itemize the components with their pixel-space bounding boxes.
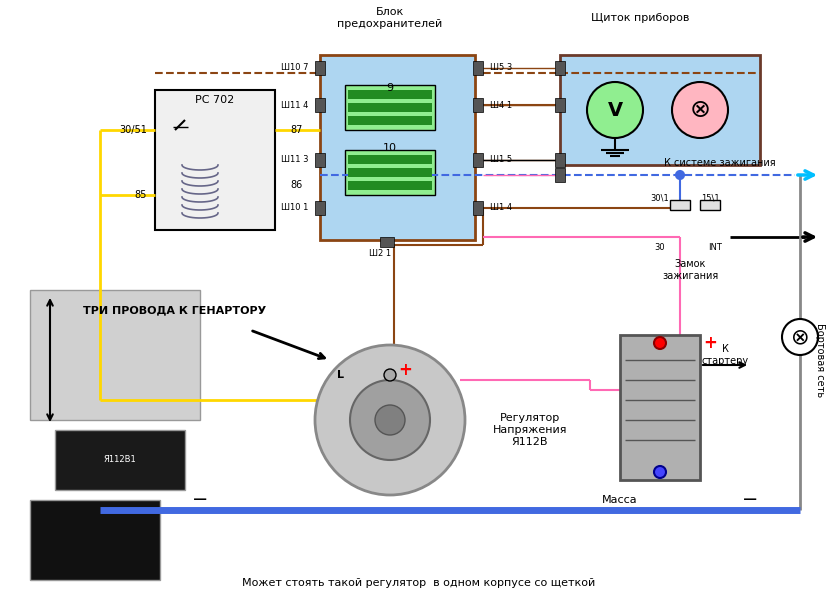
Text: Ш1 5: Ш1 5 <box>490 155 512 165</box>
Text: +: + <box>703 334 717 352</box>
Bar <box>473 98 483 112</box>
Bar <box>155 90 275 230</box>
Bar <box>315 153 325 167</box>
Bar <box>315 61 325 75</box>
Text: 9: 9 <box>386 83 394 93</box>
Bar <box>315 201 325 215</box>
Circle shape <box>654 466 666 478</box>
Bar <box>348 155 432 164</box>
Text: Бортовая сеть: Бортовая сеть <box>815 323 825 397</box>
Bar <box>348 168 432 177</box>
Text: ⊗: ⊗ <box>791 327 810 347</box>
Bar <box>30 290 200 420</box>
Text: К
стартеру: К стартеру <box>701 344 748 366</box>
Text: 30/51: 30/51 <box>119 125 147 135</box>
Text: Блок
предохранителей: Блок предохранителей <box>338 7 442 29</box>
Text: L: L <box>337 370 344 380</box>
Text: 30\1: 30\1 <box>650 193 670 202</box>
Text: Ш11 4: Ш11 4 <box>281 100 308 109</box>
Bar <box>473 201 483 215</box>
Bar <box>555 153 565 167</box>
Text: INT: INT <box>708 244 722 253</box>
Bar <box>348 103 432 112</box>
Text: Ш10 7: Ш10 7 <box>281 63 308 72</box>
Bar <box>620 335 700 480</box>
Bar <box>345 150 435 195</box>
Text: Ш10 1: Ш10 1 <box>281 204 308 213</box>
Bar <box>348 90 432 99</box>
Bar <box>315 98 325 112</box>
Bar <box>555 98 565 112</box>
Bar <box>30 500 160 580</box>
Text: Щиток приборов: Щиток приборов <box>591 13 689 23</box>
Text: 30: 30 <box>654 244 665 253</box>
Text: Ш1 4: Ш1 4 <box>490 204 512 213</box>
Text: ТРИ ПРОВОДА К ГЕНАРТОРУ: ТРИ ПРОВОДА К ГЕНАРТОРУ <box>83 305 266 315</box>
Bar <box>555 168 565 182</box>
Text: +: + <box>398 361 412 379</box>
Text: 86: 86 <box>290 180 303 190</box>
Text: Я112В1: Я112В1 <box>104 456 137 464</box>
Bar <box>55 430 185 490</box>
Text: Может стоять такой регулятор  в одном корпусе со щеткой: Может стоять такой регулятор в одном кор… <box>242 578 596 588</box>
Bar <box>670 200 690 210</box>
Text: Ш2 1: Ш2 1 <box>369 248 391 257</box>
Text: −: − <box>192 491 208 509</box>
Circle shape <box>350 380 430 460</box>
Bar <box>348 181 432 190</box>
Bar <box>380 237 394 247</box>
Text: Замок
зажигания: Замок зажигания <box>662 259 718 281</box>
Circle shape <box>587 82 643 138</box>
Bar <box>473 153 483 167</box>
Text: V: V <box>608 100 623 119</box>
Text: Ш5 3: Ш5 3 <box>490 63 512 72</box>
Text: 85: 85 <box>135 190 147 200</box>
Text: −: − <box>742 491 758 509</box>
Text: 15\1: 15\1 <box>701 193 719 202</box>
Text: РС 702: РС 702 <box>195 95 235 105</box>
Bar <box>560 55 760 165</box>
Circle shape <box>676 171 684 179</box>
Circle shape <box>672 82 728 138</box>
Text: 10: 10 <box>383 143 397 153</box>
Text: ⊗: ⊗ <box>690 98 711 122</box>
Text: Ш4 1: Ш4 1 <box>490 100 512 109</box>
Text: Регулятор
Напряжения
Я112В: Регулятор Напряжения Я112В <box>493 413 567 447</box>
Bar <box>700 200 720 210</box>
Text: Масса: Масса <box>603 495 638 505</box>
Circle shape <box>375 405 405 435</box>
Circle shape <box>654 337 666 349</box>
Circle shape <box>315 345 465 495</box>
Bar <box>320 55 475 240</box>
Text: К системе зажигания: К системе зажигания <box>665 158 776 168</box>
Bar <box>348 116 432 125</box>
Bar <box>345 85 435 130</box>
Text: Ш11 3: Ш11 3 <box>281 155 308 165</box>
Bar <box>555 61 565 75</box>
Circle shape <box>384 369 396 381</box>
Circle shape <box>782 319 818 355</box>
Text: 87: 87 <box>290 125 303 135</box>
Bar <box>473 61 483 75</box>
